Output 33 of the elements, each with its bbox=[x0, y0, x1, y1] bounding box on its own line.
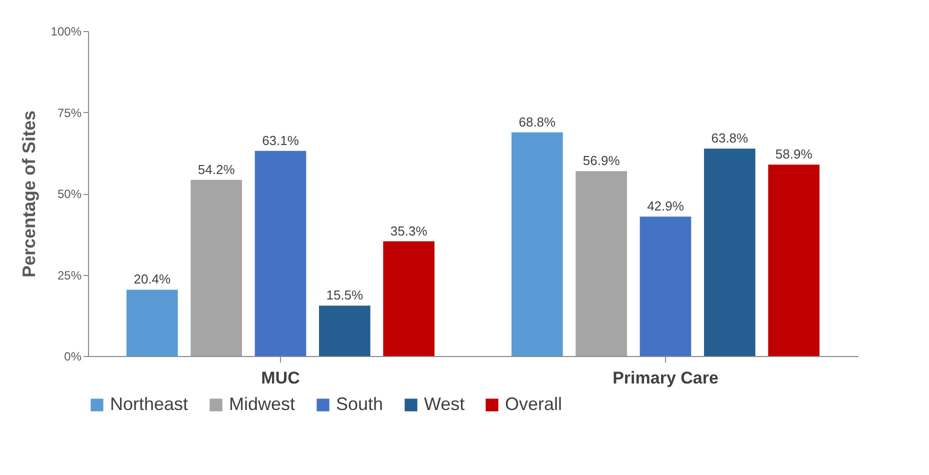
data-label: 68.8% bbox=[518, 114, 556, 130]
data-label: 15.5% bbox=[326, 288, 364, 303]
data-label: 56.9% bbox=[582, 153, 620, 168]
y-tick-label: 100% bbox=[50, 24, 82, 38]
bar bbox=[383, 241, 434, 356]
x-tick-label: Primary Care bbox=[612, 368, 718, 388]
data-label: 20.4% bbox=[134, 272, 172, 287]
bar bbox=[190, 180, 242, 356]
y-tick-label: 0% bbox=[64, 350, 82, 364]
data-label: 35.3% bbox=[390, 223, 428, 238]
y-tick-label: 75% bbox=[57, 106, 82, 120]
bar bbox=[768, 164, 820, 356]
data-label: 54.2% bbox=[198, 162, 236, 177]
legend-label: Midwest bbox=[229, 394, 296, 414]
bar bbox=[576, 171, 627, 356]
x-tick-label: MUC bbox=[261, 368, 300, 388]
bar bbox=[512, 132, 563, 356]
bar bbox=[640, 216, 692, 356]
y-tick-label: 25% bbox=[57, 268, 82, 282]
legend-label: Overall bbox=[505, 394, 562, 414]
data-label: 63.8% bbox=[711, 130, 749, 146]
bar bbox=[319, 306, 370, 356]
data-label: 42.9% bbox=[647, 198, 684, 214]
legend-label: Northeast bbox=[110, 394, 188, 414]
y-axis-title: Percentage of Sites bbox=[18, 110, 39, 278]
y-tick-label: 50% bbox=[57, 187, 82, 201]
bar bbox=[126, 290, 178, 356]
bar bbox=[704, 148, 756, 356]
bar bbox=[254, 150, 306, 356]
data-label: 58.9% bbox=[775, 146, 813, 162]
legend-label: South bbox=[336, 394, 384, 414]
legend-label: West bbox=[424, 394, 465, 414]
data-label: 63.1% bbox=[262, 132, 300, 148]
